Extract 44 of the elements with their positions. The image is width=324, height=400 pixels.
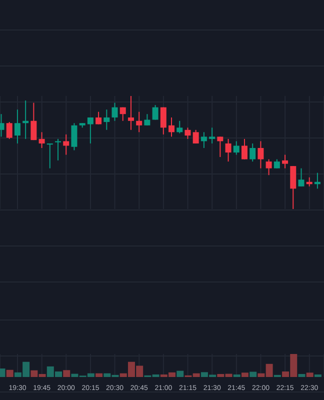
candlestick — [38, 132, 45, 148]
bar — [314, 374, 322, 377]
bar — [241, 372, 248, 377]
candlestick — [233, 140, 240, 156]
candlestick — [6, 121, 12, 140]
candlestick — [258, 140, 264, 169]
candlestick — [168, 116, 175, 138]
candlestick — [120, 106, 126, 122]
candlestick — [71, 122, 78, 151]
bar — [6, 370, 14, 377]
candlestick — [241, 138, 248, 160]
candlestick — [55, 138, 62, 161]
candlestick — [290, 166, 296, 209]
bar — [63, 370, 70, 377]
candlestick — [136, 111, 142, 133]
candlestick — [87, 116, 94, 144]
candlestick — [176, 120, 183, 134]
candlestick — [217, 136, 224, 158]
bar — [176, 370, 184, 377]
candlestick — [250, 142, 256, 162]
candlestick — [298, 168, 304, 187]
bar — [298, 374, 306, 377]
bar — [250, 372, 257, 377]
candlestick — [192, 129, 199, 144]
candlestick — [128, 96, 134, 130]
candlestick — [209, 127, 216, 144]
candlestick — [96, 111, 102, 125]
candlestick — [144, 114, 150, 126]
candlestick — [30, 102, 37, 141]
candlestick — [184, 127, 191, 140]
candlestick — [160, 106, 166, 135]
candlestick — [14, 109, 20, 144]
candlestick — [282, 154, 288, 169]
candlestick — [104, 109, 110, 130]
candlestick — [225, 138, 232, 162]
bar — [306, 372, 314, 377]
bar — [233, 374, 240, 377]
candlestick — [200, 132, 207, 148]
candlestick — [63, 134, 70, 156]
candlestick — [266, 158, 272, 176]
candlestick — [274, 158, 280, 169]
candlestick — [152, 104, 158, 120]
candlestick — [112, 102, 118, 122]
bar — [96, 373, 103, 377]
